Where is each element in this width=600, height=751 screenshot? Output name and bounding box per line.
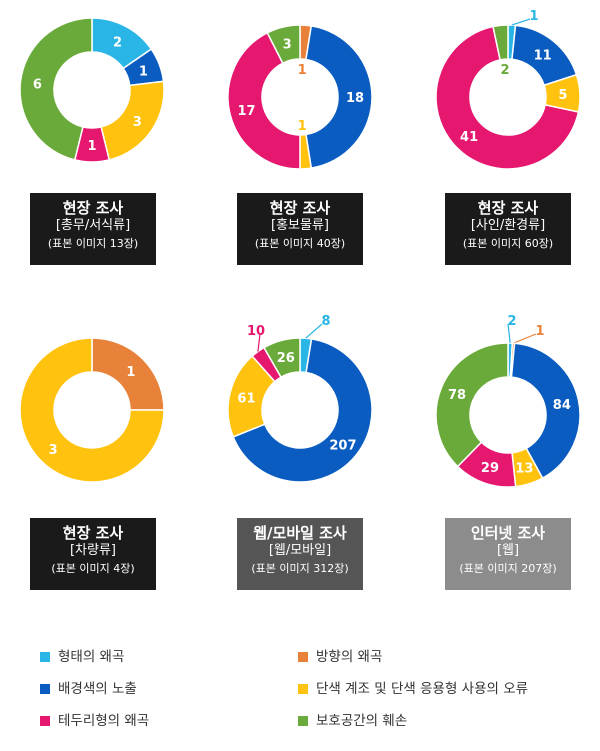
- donut-slice: [435, 25, 580, 170]
- slice-value-label: 1: [529, 9, 538, 24]
- slice-value-label: 1: [87, 139, 96, 154]
- caption-survey-type: 현장 조사: [62, 524, 124, 542]
- caption-sample-size: (표본 이미지 4장): [51, 562, 135, 575]
- chart-caption-4: 현장 조사 [차량류] (표본 이미지 4장): [30, 518, 156, 590]
- legend-swatch: [40, 684, 50, 694]
- leader-line: [257, 333, 261, 352]
- legend-item: 테두리형의 왜곡: [40, 709, 149, 729]
- slice-value-label: 1: [535, 324, 544, 339]
- donut-slice: [266, 24, 301, 65]
- slice-value-label: 17: [237, 104, 255, 119]
- legend-item: 보호공간의 훼손: [298, 709, 407, 729]
- slice-value-label: 1: [298, 119, 307, 134]
- chart-caption-3: 현장 조사 [사인/환경류] (표본 이미지 60장): [445, 193, 571, 265]
- slice-value-label: 3: [49, 443, 58, 458]
- caption-sample-size: (표본 이미지 40장): [254, 237, 346, 250]
- caption-survey-type: 현장 조사: [62, 199, 124, 217]
- chart-caption-1: 현장 조사 [총무/서식류] (표본 이미지 13장): [30, 193, 156, 265]
- slice-value-label: 18: [346, 91, 364, 106]
- legend-swatch: [298, 684, 308, 694]
- donut-slice: [227, 31, 301, 170]
- caption-category: [차량류]: [69, 542, 117, 558]
- caption-survey-type: 인터넷 조사: [470, 524, 546, 542]
- slice-value-label: 84: [553, 398, 571, 413]
- caption-survey-type: 웹/모바일 조사: [253, 524, 347, 542]
- legend-label: 테두리형의 왜곡: [58, 713, 150, 729]
- chart-caption-5: 웹/모바일 조사 [웹/모바일] (표본 이미지 312장): [237, 518, 363, 590]
- leader-line: [305, 323, 323, 339]
- slice-value-label: 1: [139, 64, 148, 79]
- donut-slice: [492, 24, 509, 61]
- leader-line: [511, 18, 531, 26]
- legend-label: 방향의 왜곡: [316, 649, 383, 665]
- slice-value-label: 29: [481, 461, 499, 476]
- legend-swatch: [40, 652, 50, 662]
- donut-chart-4: 13: [19, 337, 165, 483]
- slice-value-label: 8: [321, 314, 330, 329]
- slice-value-label: 5: [558, 88, 567, 103]
- donut-slice: [435, 342, 509, 468]
- caption-category: [웹/모바일]: [268, 542, 332, 558]
- leader-line: [507, 323, 511, 344]
- caption-survey-type: 현장 조사: [269, 199, 331, 217]
- legend-item: 방향의 왜곡: [298, 645, 382, 665]
- caption-category: [웹]: [496, 542, 520, 558]
- donut-chart-1: 2 1 3 1 6: [19, 17, 165, 163]
- legend-label: 형태의 왜곡: [58, 649, 125, 665]
- donut-slice: [19, 337, 165, 483]
- slice-value-label: 1: [298, 63, 307, 78]
- slice-value-label: 2: [507, 314, 516, 329]
- legend-label: 단색 계조 및 단색 응용형 사용의 오류: [316, 681, 529, 697]
- caption-category: [홍보물류]: [271, 217, 329, 233]
- donut-slice: [232, 338, 373, 483]
- caption-survey-type: 현장 조사: [477, 199, 539, 217]
- legend-item: 형태의 왜곡: [40, 645, 124, 665]
- slice-value-label: 1: [126, 365, 135, 380]
- slice-value-label: 10: [247, 324, 265, 339]
- slice-value-label: 78: [448, 388, 466, 403]
- slice-value-label: 61: [237, 391, 255, 406]
- legend-label: 배경색의 노출: [58, 681, 137, 697]
- caption-sample-size: (표본 이미지 60장): [462, 237, 554, 250]
- slice-value-label: 3: [283, 38, 292, 53]
- caption-category: [총무/서식류]: [55, 217, 131, 233]
- caption-category: [사인/환경류]: [470, 217, 546, 233]
- chart-caption-2: 현장 조사 [홍보물류] (표본 이미지 40장): [237, 193, 363, 265]
- legend-label: 보호공간의 훼손: [316, 713, 408, 729]
- slice-value-label: 2: [501, 63, 510, 78]
- legend-item: 단색 계조 및 단색 응용형 사용의 오류: [298, 677, 528, 697]
- caption-sample-size: (표본 이미지 207장): [459, 562, 557, 575]
- caption-sample-size: (표본 이미지 312장): [251, 562, 349, 575]
- slice-value-label: 13: [515, 461, 533, 476]
- leader-line: [513, 333, 537, 344]
- slice-value-label: 6: [33, 77, 42, 92]
- caption-sample-size: (표본 이미지 13장): [47, 237, 139, 250]
- donut-slice: [262, 337, 301, 379]
- legend-swatch: [298, 716, 308, 726]
- slice-value-label: 2: [113, 35, 122, 50]
- donut-chart-2: 1 18 1 17 3: [227, 24, 373, 170]
- chart-caption-6: 인터넷 조사 [웹] (표본 이미지 207장): [445, 518, 571, 590]
- donut-chart-6: 2 1 84 13 29 78: [435, 314, 581, 488]
- donut-slice: [19, 17, 93, 161]
- donut-slice: [305, 25, 373, 169]
- slice-value-label: 11: [534, 48, 552, 63]
- legend-swatch: [40, 716, 50, 726]
- slice-value-label: 207: [329, 438, 356, 453]
- donut-slice: [510, 342, 581, 480]
- slice-value-label: 41: [460, 130, 478, 145]
- slice-value-label: 26: [277, 351, 295, 366]
- slice-value-label: 3: [133, 115, 142, 130]
- donut-chart-5: 8 207 61 10 26: [227, 314, 373, 483]
- legend-item: 배경색의 노출: [40, 677, 137, 697]
- legend-swatch: [298, 652, 308, 662]
